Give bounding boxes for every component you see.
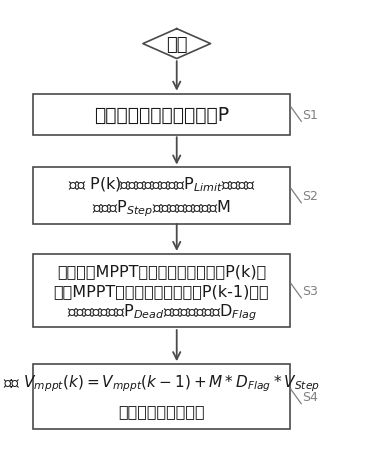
Text: S4: S4	[302, 390, 318, 403]
Text: S2: S2	[302, 190, 318, 203]
Text: S1: S1	[302, 108, 318, 121]
Bar	[33, 364, 290, 429]
Text: 实时获取光伏系统功率值P: 实时获取光伏系统功率值P	[94, 106, 229, 125]
Text: 根据当前MPPT扰动周期系统功率值P(k)、: 根据当前MPPT扰动周期系统功率值P(k)、	[57, 263, 266, 278]
Text: 大功率跟踪死区P$_{Dead}$，确定扰动方向D$_{Flag}$: 大功率跟踪死区P$_{Dead}$，确定扰动方向D$_{Flag}$	[67, 301, 256, 322]
Text: 进行最大功率跟踪。: 进行最大功率跟踪。	[118, 403, 205, 418]
Text: 根据 P(k)、设定限额功率值P$_{Limit}$、限额功: 根据 P(k)、设定限额功率值P$_{Limit}$、限额功	[68, 175, 255, 194]
Text: 开始: 开始	[166, 36, 188, 53]
Polygon shape	[143, 30, 211, 59]
Bar	[33, 94, 290, 135]
Bar	[33, 255, 290, 328]
Text: 上一MPPT扰动周期系统功率值P(k-1)、最: 上一MPPT扰动周期系统功率值P(k-1)、最	[54, 284, 269, 299]
Bar	[33, 168, 290, 225]
Text: 率死区P$_{Step}$，获取限额标志值M: 率死区P$_{Step}$，获取限额标志值M	[92, 198, 231, 219]
Text: 根据 $V_{mppt}(k)=V_{mppt}(k-1)+M*D_{Flag}*V_{Step}$: 根据 $V_{mppt}(k)=V_{mppt}(k-1)+M*D_{Flag}…	[3, 373, 320, 394]
Text: S3: S3	[302, 285, 318, 298]
